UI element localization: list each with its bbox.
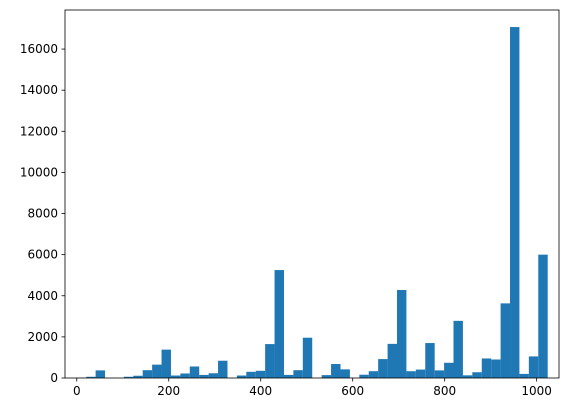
histogram-bar xyxy=(133,375,143,378)
y-tick-label: 10000 xyxy=(20,165,58,179)
histogram-bar xyxy=(444,362,454,378)
histogram-bar xyxy=(236,375,247,378)
y-tick-label: 2000 xyxy=(27,330,58,344)
histogram-bar xyxy=(199,374,209,378)
histogram-bar xyxy=(368,371,379,378)
histogram-bar xyxy=(283,374,294,378)
histogram-bar xyxy=(491,359,501,378)
histogram-bar xyxy=(302,337,313,378)
y-tick-label: 0 xyxy=(50,371,58,385)
histogram-bar xyxy=(255,370,266,378)
y-tick-label: 12000 xyxy=(20,124,58,138)
y-axis: 0 2000 4000 6000 8000 10000 12000 14000 16000 xyxy=(20,42,65,385)
x-tick-label: 800 xyxy=(433,384,456,398)
histogram-bar xyxy=(387,343,397,378)
y-tick-label: 16000 xyxy=(20,42,58,56)
histogram-bar xyxy=(293,370,303,378)
histogram-bar xyxy=(170,375,181,378)
y-tick-label: 8000 xyxy=(27,207,58,221)
histogram-bar xyxy=(510,27,520,379)
histogram-bar xyxy=(246,371,256,378)
y-tick-label: 6000 xyxy=(27,248,58,262)
histogram-bar xyxy=(415,369,426,378)
histogram-bar xyxy=(462,375,473,378)
x-axis: 0 200 400 600 800 1000 xyxy=(73,378,552,398)
x-tick-label: 400 xyxy=(249,384,272,398)
histogram-bar xyxy=(208,373,219,378)
histogram-bar xyxy=(406,371,416,378)
histogram-bar xyxy=(453,320,463,378)
histogram-bar xyxy=(180,373,190,378)
histogram-bar xyxy=(86,376,96,378)
histogram-bar xyxy=(218,360,228,378)
y-tick-label: 14000 xyxy=(20,83,58,97)
histogram-bars xyxy=(76,27,548,379)
histogram-bar xyxy=(481,358,492,378)
histogram-bar xyxy=(123,376,134,378)
histogram-bar xyxy=(396,290,407,378)
histogram-bar xyxy=(425,343,435,378)
x-tick-label: 1000 xyxy=(521,384,552,398)
histogram-bar xyxy=(340,369,350,378)
histogram-bar xyxy=(95,370,106,378)
histogram-bar xyxy=(142,370,153,378)
histogram-bar xyxy=(321,375,332,378)
histogram-bar xyxy=(331,364,341,378)
histogram-bar xyxy=(152,364,162,378)
plot-background xyxy=(65,10,559,378)
histogram-bar xyxy=(528,356,539,378)
x-tick-label: 600 xyxy=(341,384,364,398)
histogram-bar xyxy=(500,303,511,378)
histogram-bar xyxy=(265,344,275,378)
histogram-bar xyxy=(434,370,445,378)
histogram-bar xyxy=(472,372,482,378)
x-tick-label: 0 xyxy=(73,384,81,398)
histogram-bar xyxy=(378,359,388,378)
histogram-bar xyxy=(274,270,284,378)
x-tick-label: 200 xyxy=(157,384,180,398)
histogram-bar xyxy=(359,374,369,378)
plot-frame xyxy=(64,9,560,379)
histogram-bar xyxy=(189,366,200,378)
histogram-bar xyxy=(519,373,529,378)
histogram-bar xyxy=(538,254,548,378)
histogram-bar xyxy=(161,349,171,378)
y-tick-label: 4000 xyxy=(27,289,58,303)
